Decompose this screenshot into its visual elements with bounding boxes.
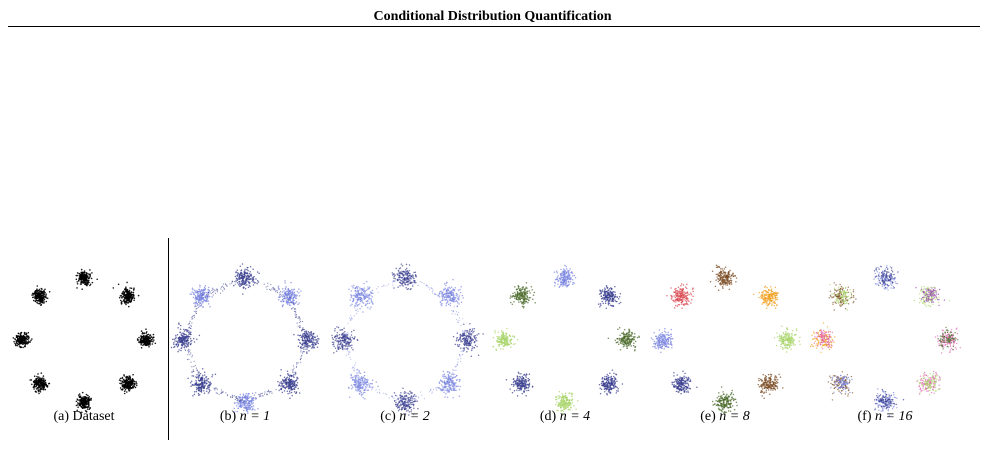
panel-b: (b) n = 1: [165, 238, 325, 443]
caption-a: (a) Dataset: [0, 409, 184, 425]
caption-a-text: (a) Dataset: [53, 409, 115, 424]
caption-e-math: n = 8: [719, 409, 750, 424]
caption-d-math: n = 4: [559, 409, 591, 424]
caption-f-math: n = 16: [875, 409, 913, 424]
caption-b-math: n = 1: [239, 409, 271, 424]
panel-c: (c) n = 2: [325, 238, 485, 443]
panel-d: (d) n = 4: [485, 238, 645, 443]
caption-b: (b) n = 1: [145, 409, 345, 425]
caption-b-text: (b): [219, 409, 240, 424]
caption-f-text: (f): [857, 409, 876, 424]
caption-c-math: n = 2: [399, 409, 430, 424]
panel-e: (e) n = 8: [645, 238, 805, 443]
caption-e-text: (e): [700, 409, 720, 424]
header-rule: [8, 26, 980, 27]
figure: (a) Dataset (b) n = 1 (c) n = 2 (d) n = …: [0, 238, 985, 443]
caption-e: (e) n = 8: [625, 409, 825, 425]
panel-c-plot: [331, 263, 484, 416]
panel-b-plot: [170, 263, 320, 417]
panel-a-plot: [12, 268, 157, 414]
panel-d-plot: [492, 264, 640, 417]
caption-f: (f) n = 16: [785, 409, 985, 425]
figure-divider: [168, 238, 169, 440]
panel-a: (a) Dataset: [4, 238, 164, 443]
caption-d: (d) n = 4: [465, 409, 665, 425]
panel-f-plot: [809, 265, 961, 417]
running-title: Conditional Distribution Quantification: [373, 9, 612, 24]
caption-d-text: (d): [539, 409, 560, 424]
caption-c: (c) n = 2: [305, 409, 505, 425]
panel-e-plot: [650, 264, 801, 414]
page-header: Conditional Distribution Quantification: [0, 0, 985, 30]
panel-f: (f) n = 16: [805, 238, 965, 443]
caption-c-text: (c): [380, 409, 400, 424]
